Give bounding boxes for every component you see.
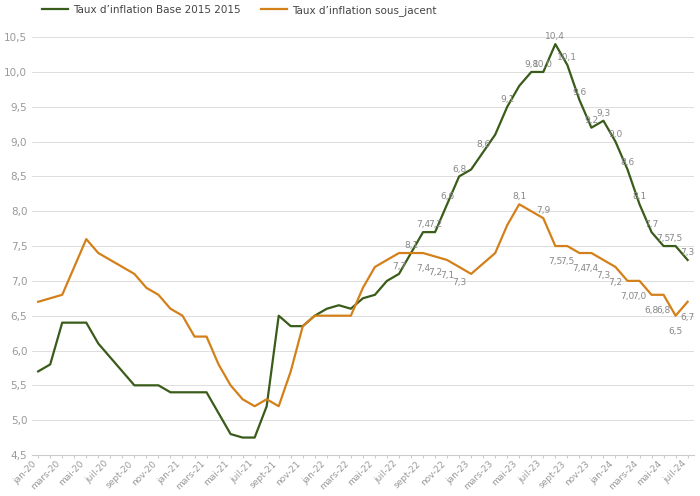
Taux d’inflation Base 2015 2015 <box>106 355 115 361</box>
Text: 6,8: 6,8 <box>657 306 671 315</box>
Text: 7,0: 7,0 <box>620 292 635 301</box>
Text: 6,8: 6,8 <box>645 306 659 315</box>
Text: 7,2: 7,2 <box>428 220 442 229</box>
Taux d’inflation Base 2015 2015 <box>551 41 559 47</box>
Text: 7,3: 7,3 <box>596 271 610 280</box>
Text: 9,8: 9,8 <box>524 60 538 69</box>
Taux d’inflation Base 2015 2015 <box>683 257 692 263</box>
Taux d’inflation sous_jacent <box>34 299 43 305</box>
Text: 7,9: 7,9 <box>536 206 550 215</box>
Text: 7,7: 7,7 <box>392 262 406 271</box>
Text: 6,6: 6,6 <box>440 192 454 201</box>
Text: 10,0: 10,0 <box>533 60 553 69</box>
Taux d’inflation sous_jacent <box>683 299 692 305</box>
Text: 9,2: 9,2 <box>584 116 598 125</box>
Text: 9,1: 9,1 <box>500 95 514 104</box>
Text: 8,1: 8,1 <box>632 192 647 201</box>
Taux d’inflation sous_jacent <box>106 257 115 263</box>
Text: 7,3: 7,3 <box>680 248 695 257</box>
Text: 7,7: 7,7 <box>645 220 659 229</box>
Taux d’inflation sous_jacent <box>251 403 259 409</box>
Line: Taux d’inflation sous_jacent: Taux d’inflation sous_jacent <box>38 204 687 406</box>
Text: 6,5: 6,5 <box>668 327 682 336</box>
Text: 6,7: 6,7 <box>680 313 695 322</box>
Text: 6,8: 6,8 <box>452 165 466 174</box>
Taux d’inflation Base 2015 2015 <box>636 201 644 207</box>
Text: 7,4: 7,4 <box>584 264 598 273</box>
Taux d’inflation Base 2015 2015 <box>286 323 295 329</box>
Text: 7,5: 7,5 <box>657 234 671 243</box>
Text: 8,1: 8,1 <box>404 241 418 250</box>
Text: 7,2: 7,2 <box>428 268 442 277</box>
Taux d’inflation sous_jacent <box>636 278 644 284</box>
Text: 9,6: 9,6 <box>573 88 587 97</box>
Taux d’inflation Base 2015 2015 <box>34 369 43 374</box>
Text: 7,1: 7,1 <box>440 271 454 280</box>
Taux d’inflation Base 2015 2015 <box>190 389 199 395</box>
Taux d’inflation sous_jacent <box>154 292 162 298</box>
Text: 9,0: 9,0 <box>608 130 622 139</box>
Text: 8,1: 8,1 <box>512 192 526 201</box>
Taux d’inflation Base 2015 2015 <box>671 243 680 249</box>
Text: 10,1: 10,1 <box>557 53 578 62</box>
Taux d’inflation sous_jacent <box>286 369 295 374</box>
Text: 7,4: 7,4 <box>416 220 430 229</box>
Text: 7,4: 7,4 <box>416 264 430 273</box>
Taux d’inflation sous_jacent <box>190 334 199 340</box>
Text: 7,5: 7,5 <box>560 257 575 266</box>
Text: 7,5: 7,5 <box>668 234 682 243</box>
Taux d’inflation sous_jacent <box>515 201 524 207</box>
Text: 7,3: 7,3 <box>452 278 466 287</box>
Text: 8,6: 8,6 <box>620 158 635 167</box>
Text: 7,2: 7,2 <box>608 278 622 287</box>
Line: Taux d’inflation Base 2015 2015: Taux d’inflation Base 2015 2015 <box>38 44 687 437</box>
Text: 7,5: 7,5 <box>548 257 563 266</box>
Text: 7,4: 7,4 <box>573 264 587 273</box>
Text: 8,6: 8,6 <box>476 140 490 149</box>
Text: 7,0: 7,0 <box>632 292 647 301</box>
Taux d’inflation Base 2015 2015 <box>239 434 247 440</box>
Taux d’inflation Base 2015 2015 <box>154 382 162 388</box>
Text: 10,4: 10,4 <box>545 32 566 41</box>
Legend: Taux d’inflation Base 2015 2015, Taux d’inflation sous_jacent: Taux d’inflation Base 2015 2015, Taux d’… <box>37 0 441 20</box>
Text: 9,3: 9,3 <box>596 109 610 118</box>
Taux d’inflation sous_jacent <box>671 312 680 318</box>
